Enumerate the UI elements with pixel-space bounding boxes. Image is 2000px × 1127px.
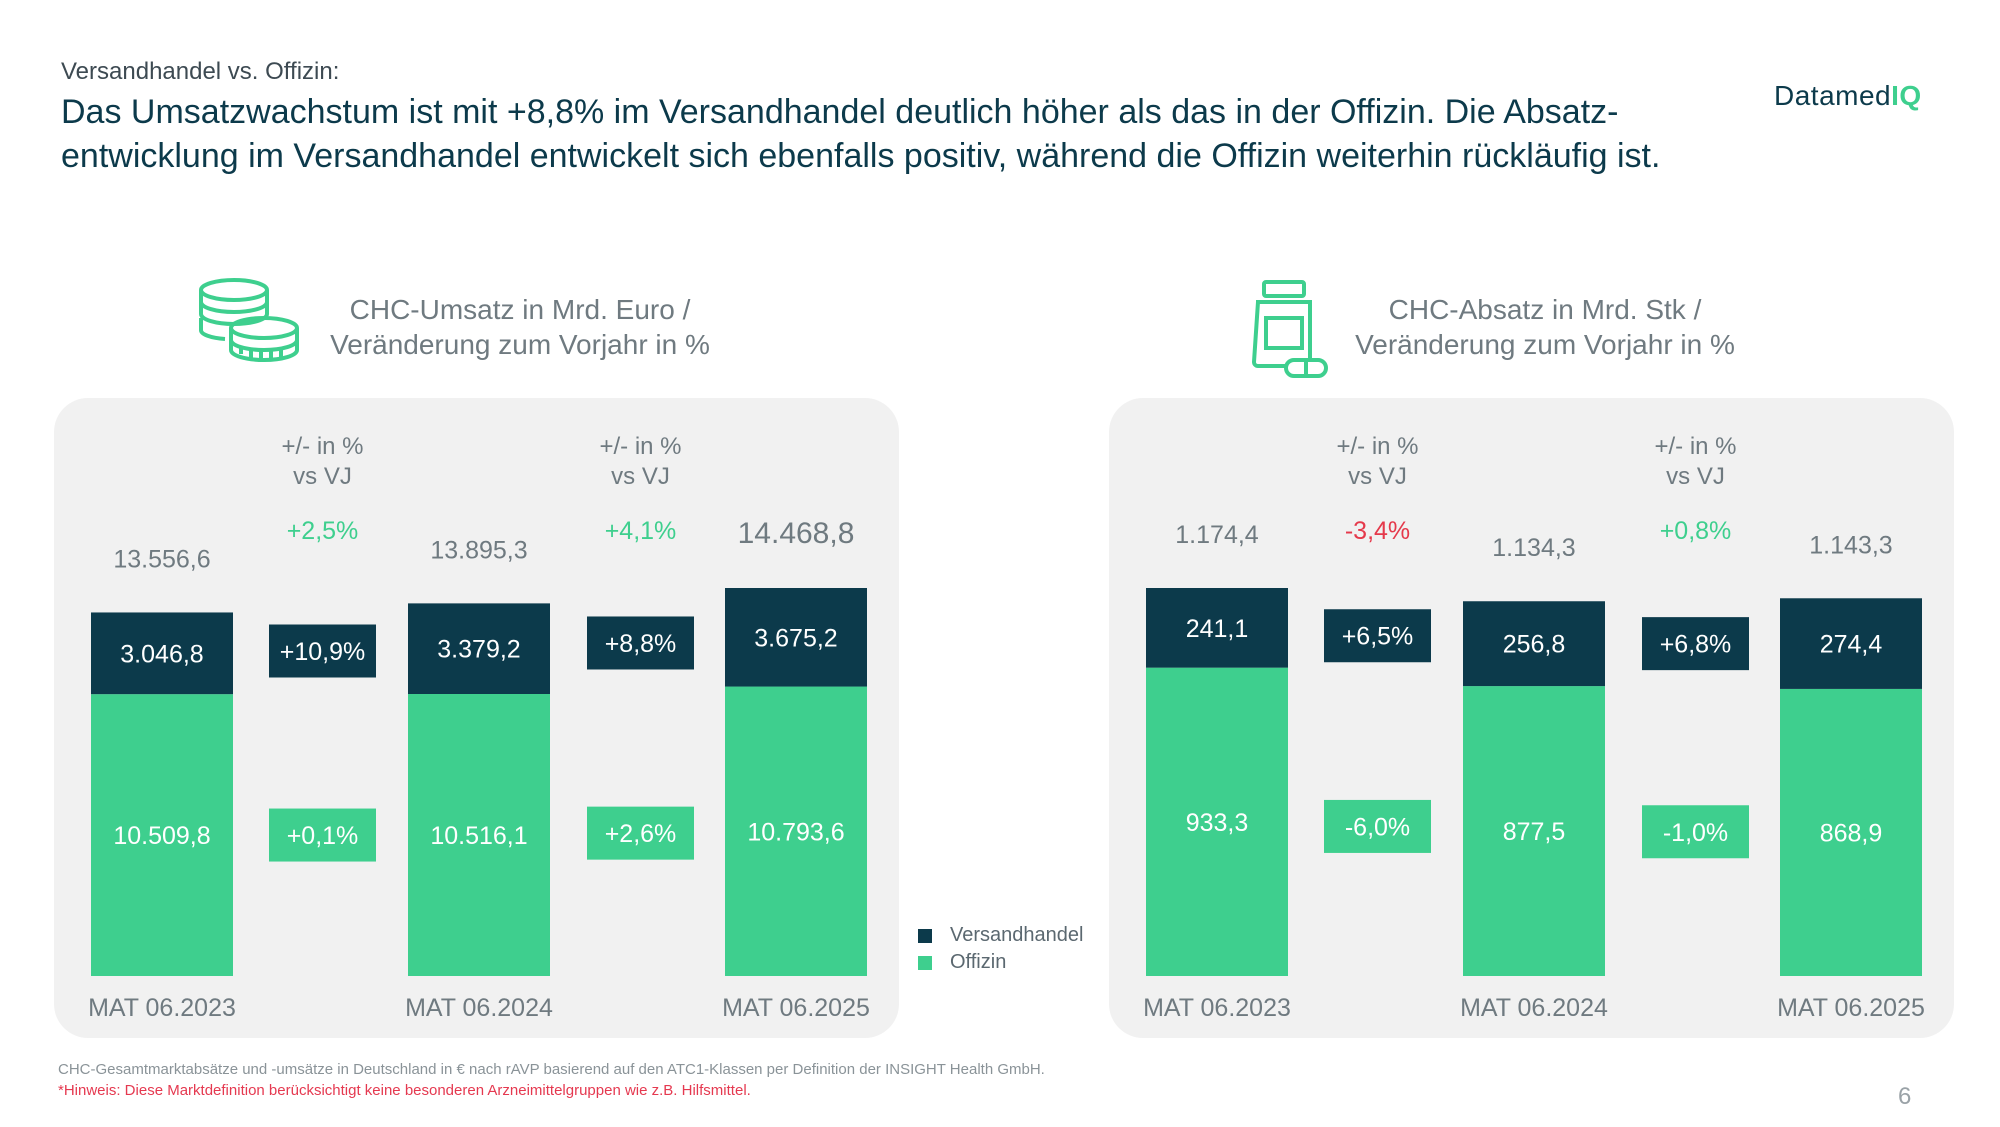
slide-headline: Das Umsatzwachstum ist mit +8,8% im Vers… [61, 93, 1661, 175]
data-label-versandhandel: 3.046,8 [120, 640, 203, 668]
umsatz-title-line2: Veränderung zum Vorjahr in % [330, 329, 710, 360]
legend-swatch-offizin [918, 955, 932, 970]
total-label: 1.174,4 [1175, 521, 1259, 549]
change-box-offizin [587, 806, 694, 860]
legend-label-offizin: Offizin [950, 951, 1007, 973]
bar-offizin [1146, 667, 1288, 976]
x-tick-label: MAT 06.2024 [405, 994, 553, 1022]
legend-item-versandhandel: Versandhandel [918, 922, 1083, 949]
change-header-line1: +/- in % [281, 433, 363, 460]
change-header-line2: vs VJ [1666, 463, 1725, 490]
total-label: 13.556,6 [113, 545, 210, 573]
change-header-line2: vs VJ [611, 463, 670, 490]
change-label-versandhandel: +6,5% [1342, 623, 1414, 651]
total-label: 1.143,3 [1809, 531, 1892, 559]
change-total-label: +0,8% [1660, 517, 1732, 545]
x-tick-label: MAT 06.2025 [722, 994, 870, 1022]
x-tick-label: MAT 06.2024 [1460, 994, 1608, 1022]
change-box-offizin [1324, 799, 1431, 853]
bar-offizin [1463, 686, 1605, 976]
absatz-chart-title: CHC-Absatz in Mrd. Stk / Veränderung zum… [1325, 292, 1765, 362]
total-label: 14.468,8 [738, 517, 855, 550]
absatz-chart: 933,3 241,1 1.174,4 MAT 06.2023 877,5 256,8 1.… [1143, 433, 1925, 1022]
change-header-line2: vs VJ [1348, 463, 1407, 490]
bar-versandhandel [725, 588, 867, 687]
bar-versandhandel [1463, 601, 1605, 687]
x-tick-label: MAT 06.2023 [1143, 994, 1291, 1022]
absatz-title-line2: Veränderung zum Vorjahr in % [1355, 329, 1735, 360]
change-header-line1: +/- in % [599, 433, 681, 460]
umsatz-chart: 10.509,8 3.046,8 13.556,6 MAT 06.2023 10.516… [88, 433, 870, 1022]
legend-label-versandhandel: Versandhandel [950, 924, 1084, 946]
data-label-offizin: 10.793,6 [747, 818, 844, 846]
data-label-offizin: 10.509,8 [113, 822, 210, 850]
bar-versandhandel [1780, 598, 1922, 689]
change-label-versandhandel: +10,9% [280, 638, 366, 666]
change-total-label: +2,5% [287, 517, 359, 545]
change-header-line2: vs VJ [293, 463, 352, 490]
data-label-offizin: 877,5 [1503, 818, 1566, 846]
bar-offizin [725, 686, 867, 976]
change-box-offizin [1642, 805, 1749, 859]
bar-versandhandel [91, 612, 233, 695]
page-number: 6 [1898, 1083, 1912, 1110]
coins-icon [196, 276, 306, 373]
legend-item-offizin: Offizin [918, 949, 1083, 976]
change-total-label: -3,4% [1345, 517, 1410, 545]
bar-offizin [408, 693, 550, 976]
footnote-hint: *Hinweis: Diese Marktdefinition berücksi… [58, 1082, 751, 1099]
change-box-offizin [269, 808, 376, 862]
change-label-versandhandel: +8,8% [605, 630, 677, 658]
bar-versandhandel [408, 603, 550, 694]
data-label-offizin: 868,9 [1820, 819, 1883, 847]
legend-swatch-versandhandel [918, 928, 932, 943]
medicine-bottle-icon [1250, 278, 1330, 383]
change-header-line1: +/- in % [1336, 433, 1418, 460]
total-label: 1.134,3 [1492, 534, 1575, 562]
data-label-versandhandel: 274,4 [1820, 631, 1883, 659]
change-label-versandhandel: +6,8% [1660, 631, 1732, 659]
data-label-offizin: 10.516,1 [430, 822, 527, 850]
logo-text: Datamed [1774, 80, 1892, 111]
umsatz-title-line1: CHC-Umsatz in Mrd. Euro / [349, 294, 691, 325]
x-tick-label: MAT 06.2025 [1777, 994, 1925, 1022]
change-header-line1: +/- in % [1654, 433, 1736, 460]
logo-accent: IQ [1891, 80, 1922, 111]
change-box-versandhandel [269, 624, 376, 678]
x-tick-label: MAT 06.2023 [88, 994, 236, 1022]
change-label-offizin: -6,0% [1345, 813, 1410, 841]
data-label-offizin: 933,3 [1186, 809, 1249, 837]
change-label-offizin: +2,6% [605, 820, 677, 848]
umsatz-chart-panel: 10.509,8 3.046,8 13.556,6 MAT 06.2023 10.516… [54, 398, 899, 1038]
chart-legend: Versandhandel Offizin [918, 922, 1083, 976]
data-label-versandhandel: 3.675,2 [754, 624, 837, 652]
footnote-source: CHC-Gesamtmarktabsätze und -umsätze in D… [58, 1061, 1045, 1078]
data-label-versandhandel: 256,8 [1503, 631, 1566, 659]
change-box-versandhandel [1324, 609, 1431, 663]
data-label-versandhandel: 241,1 [1186, 615, 1249, 643]
bar-offizin [1780, 688, 1922, 976]
change-box-versandhandel [1642, 617, 1749, 671]
bar-versandhandel [1146, 588, 1288, 668]
absatz-title-line1: CHC-Absatz in Mrd. Stk / [1388, 294, 1702, 325]
change-label-offizin: -1,0% [1663, 819, 1728, 847]
change-total-label: +4,1% [605, 517, 677, 545]
umsatz-chart-title: CHC-Umsatz in Mrd. Euro / Veränderung zu… [300, 292, 740, 362]
total-label: 13.895,3 [430, 536, 527, 564]
data-label-versandhandel: 3.379,2 [437, 636, 520, 664]
bar-offizin [91, 694, 233, 976]
absatz-chart-panel: 933,3 241,1 1.174,4 MAT 06.2023 877,5 256,8 1.… [1109, 398, 1954, 1038]
change-box-versandhandel [587, 616, 694, 670]
change-label-offizin: +0,1% [287, 822, 359, 850]
datamed-iq-logo: DatamedIQ [1774, 80, 1922, 112]
slide-subtitle: Versandhandel vs. Offizin: [61, 58, 340, 85]
